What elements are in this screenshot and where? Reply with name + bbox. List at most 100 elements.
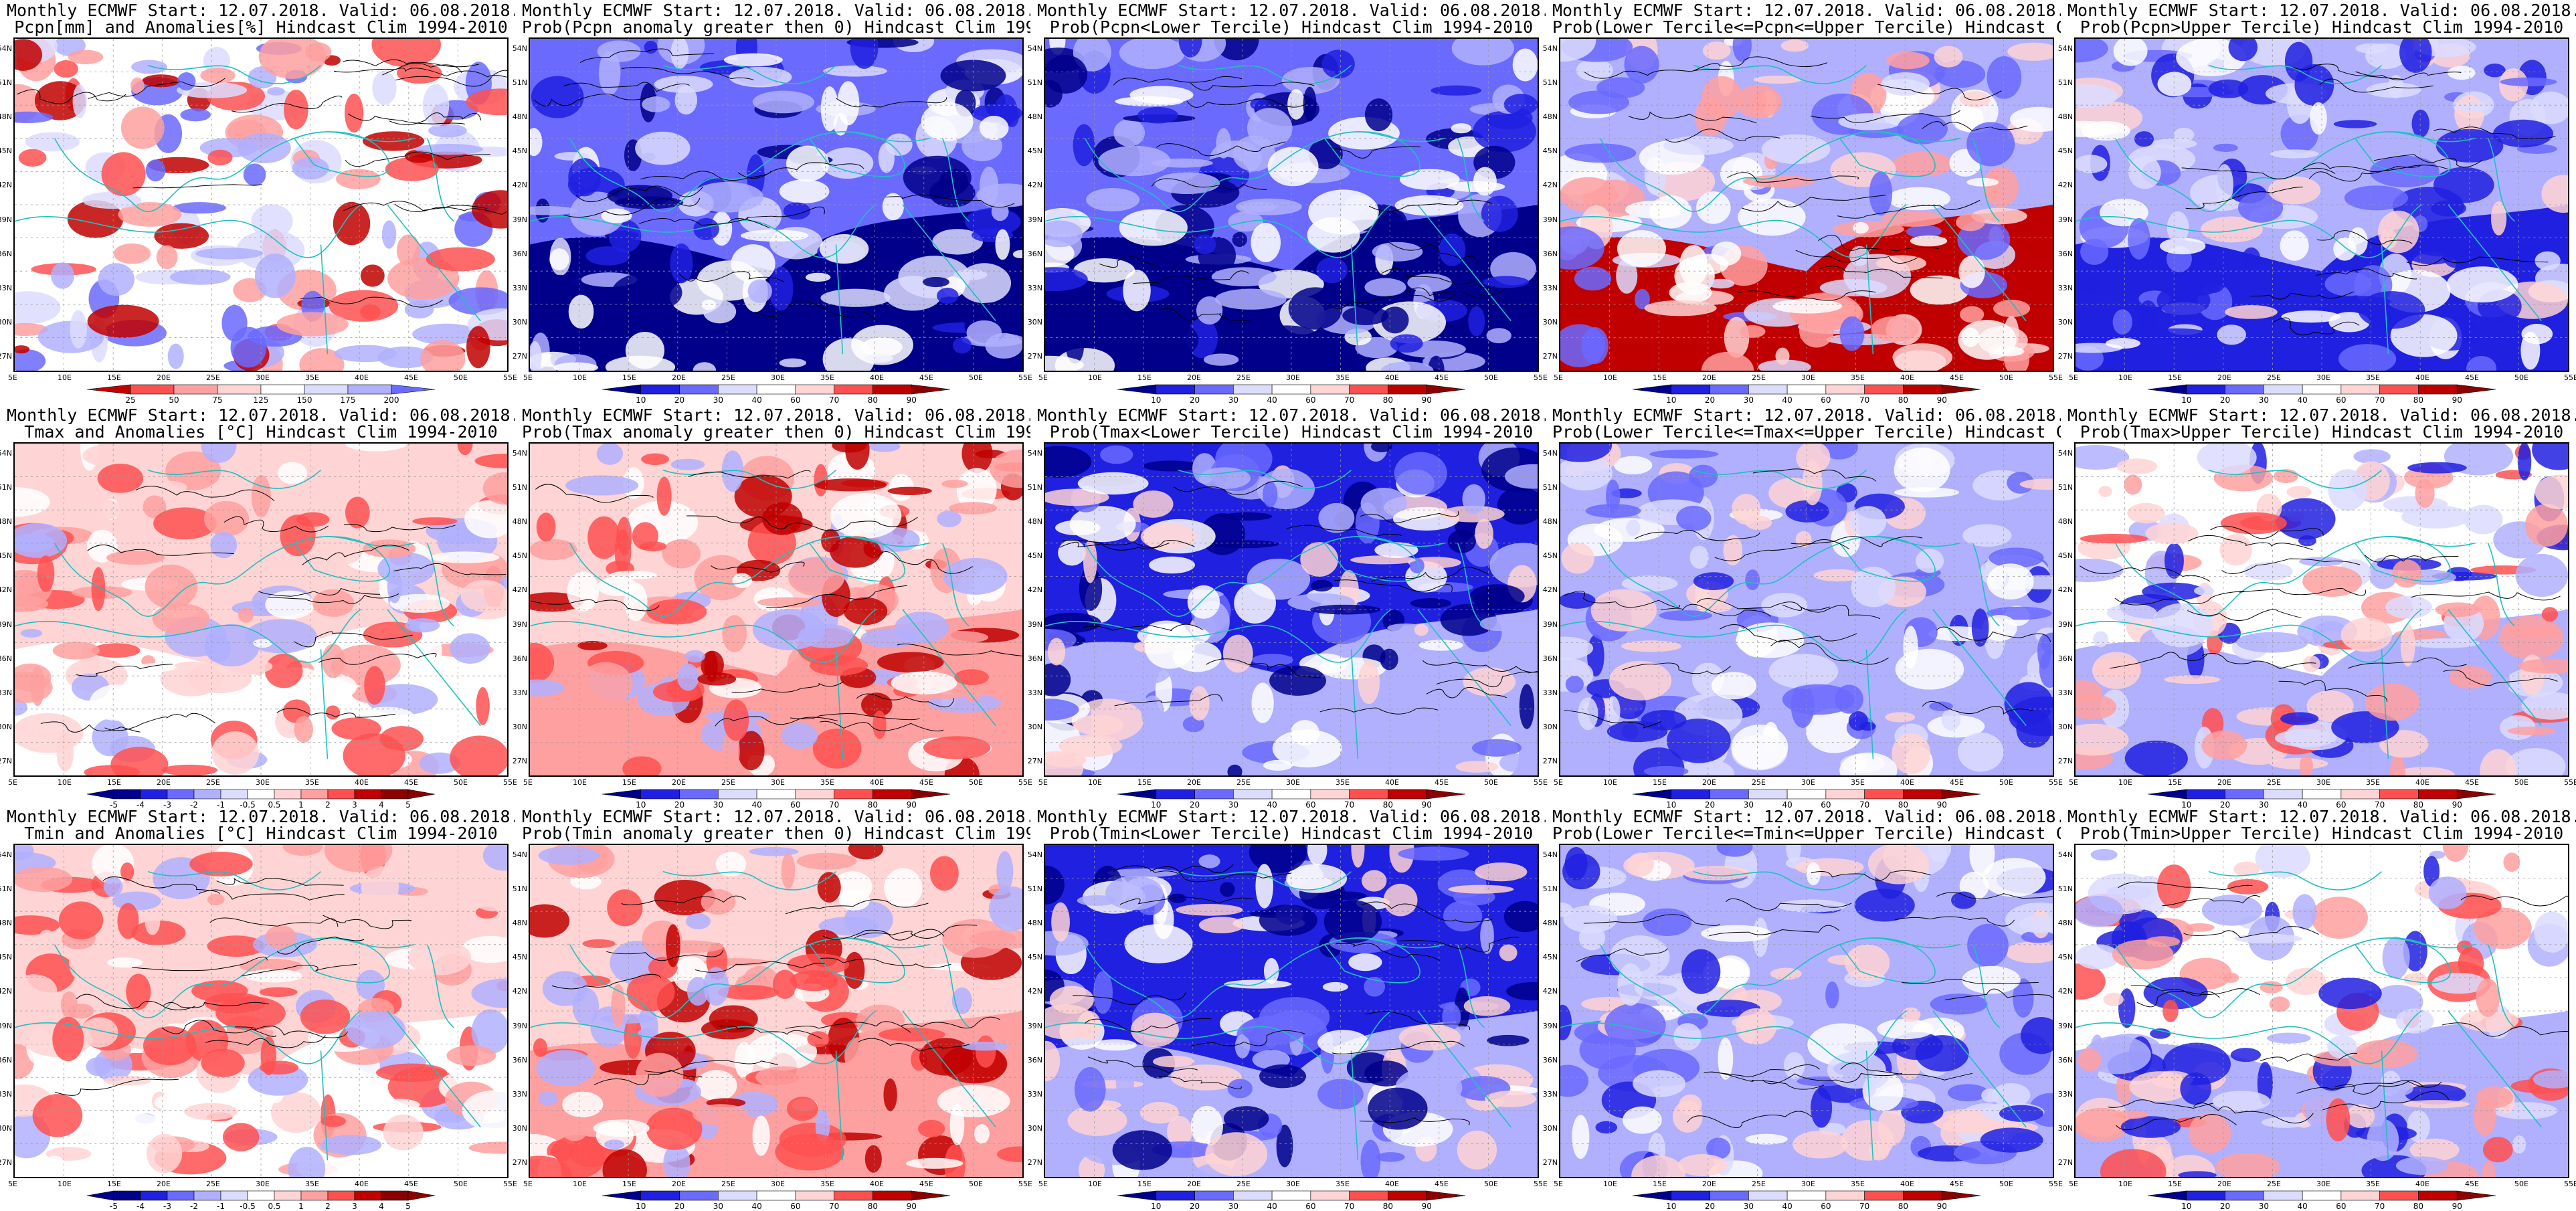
field-blob (884, 868, 923, 908)
field-blob (1144, 624, 1195, 669)
field-blob (67, 200, 124, 238)
contour-line (268, 593, 399, 604)
colorbar-bin (2302, 789, 2342, 800)
colorbar-bin (391, 384, 436, 395)
contour-line (885, 194, 1015, 208)
latitude-label: 27N (512, 352, 527, 361)
field-blob (2531, 1016, 2552, 1027)
colorbar-bin (1632, 384, 1672, 395)
field-blob (1679, 245, 1708, 286)
field-blob (294, 716, 314, 743)
field-blob (807, 1031, 830, 1048)
contour-line (853, 925, 978, 939)
latitude-label: 54N (2057, 44, 2073, 53)
field-blob (120, 106, 165, 149)
field-blob (626, 973, 675, 1012)
field-blob (1310, 579, 1333, 592)
colorbar-label: 60 (790, 800, 801, 810)
field-blob (1792, 1130, 1848, 1159)
longitude-label: 45E (919, 373, 933, 382)
latitude-label: 36N (1027, 1055, 1042, 1064)
colorbar-bin (2379, 1190, 2419, 1201)
field-blob (1387, 623, 1424, 633)
colorbar-label: -5 (110, 1202, 118, 1211)
field-blob (321, 644, 345, 678)
field-blob (1802, 460, 1823, 506)
colorbar-bin (1388, 384, 1427, 395)
contour-line (1762, 1073, 1903, 1085)
field-blob (2328, 469, 2367, 511)
contour-line (1704, 1071, 1825, 1090)
latitude-label: 54N (512, 44, 527, 53)
field-blob (264, 654, 303, 688)
field-blob (1323, 900, 1382, 943)
field-blob (1300, 542, 1339, 577)
longitude-label: 25E (1236, 373, 1251, 382)
map-frame (529, 844, 1024, 1178)
longitude-label: 25E (2267, 778, 2281, 787)
longitude-label: 5E (8, 778, 17, 787)
field-blob (2458, 947, 2484, 980)
colorbar (1117, 789, 1466, 800)
field-blob (976, 930, 1017, 949)
contour-line (2302, 163, 2448, 173)
field-blob (2275, 498, 2336, 540)
field-blob (1451, 123, 1472, 134)
field-blob (1149, 556, 1195, 574)
latitude-label: 36N (1027, 249, 1042, 258)
latitude-label: 39N (1542, 1021, 1558, 1030)
field-blob (553, 362, 599, 371)
contour-line (345, 151, 491, 167)
field-blob (952, 337, 972, 354)
longitude-label: 35E (305, 1180, 319, 1188)
longitude-label: 35E (2366, 1180, 2380, 1188)
colorbar (1632, 1190, 1981, 1201)
field-blob (1761, 593, 1808, 618)
contour-line (1133, 270, 1249, 284)
latitude-label: 45N (512, 551, 527, 561)
field-blob (2419, 694, 2448, 710)
colorbar-label: 40 (751, 800, 762, 810)
contour-line (2406, 256, 2549, 266)
field-blob (1499, 753, 1531, 772)
field-blob (1608, 660, 1672, 701)
colorbar-bin (1710, 384, 1749, 395)
field-blob (1706, 1137, 1731, 1159)
field-blob (66, 498, 124, 521)
field-blob (565, 475, 639, 496)
latitude-label: 36N (512, 249, 527, 258)
colorbar-bin (407, 1190, 436, 1201)
colorbar-label: 10 (2181, 1202, 2192, 1211)
field-blob (1887, 187, 1950, 211)
field-blob (694, 555, 749, 601)
field-blob (1758, 359, 1811, 371)
longitude-label: 30E (771, 373, 785, 382)
contour-line (1635, 529, 1760, 541)
contour-line (1840, 1062, 1973, 1081)
contour-line (1665, 128, 1780, 143)
field-blob (1200, 513, 1245, 555)
coastline (2487, 543, 2515, 627)
field-blob (536, 1050, 595, 1087)
coastline (1457, 944, 1485, 1028)
field-blob (1287, 89, 1305, 120)
field-blob (207, 935, 265, 957)
colorbar-label: 60 (2336, 395, 2347, 405)
longitude-label: 50E (969, 373, 983, 382)
field-blob (1560, 1064, 1589, 1097)
field-blob (1738, 198, 1806, 236)
field-blob (775, 1133, 844, 1171)
field-blob (1178, 39, 1202, 58)
contour-line (593, 1070, 703, 1086)
field-blob (601, 208, 632, 223)
latitude-label: 33N (2057, 283, 2073, 292)
contour-line (1584, 68, 1720, 79)
field-blob (407, 940, 472, 975)
map-field (15, 39, 507, 371)
colorbar-bin (2418, 1190, 2458, 1201)
contour-line (2296, 1080, 2424, 1094)
contour-line (1334, 579, 1453, 593)
field-blob (1203, 353, 1239, 366)
latitude-label: 54N (1542, 850, 1558, 859)
field-blob (1482, 695, 1515, 721)
